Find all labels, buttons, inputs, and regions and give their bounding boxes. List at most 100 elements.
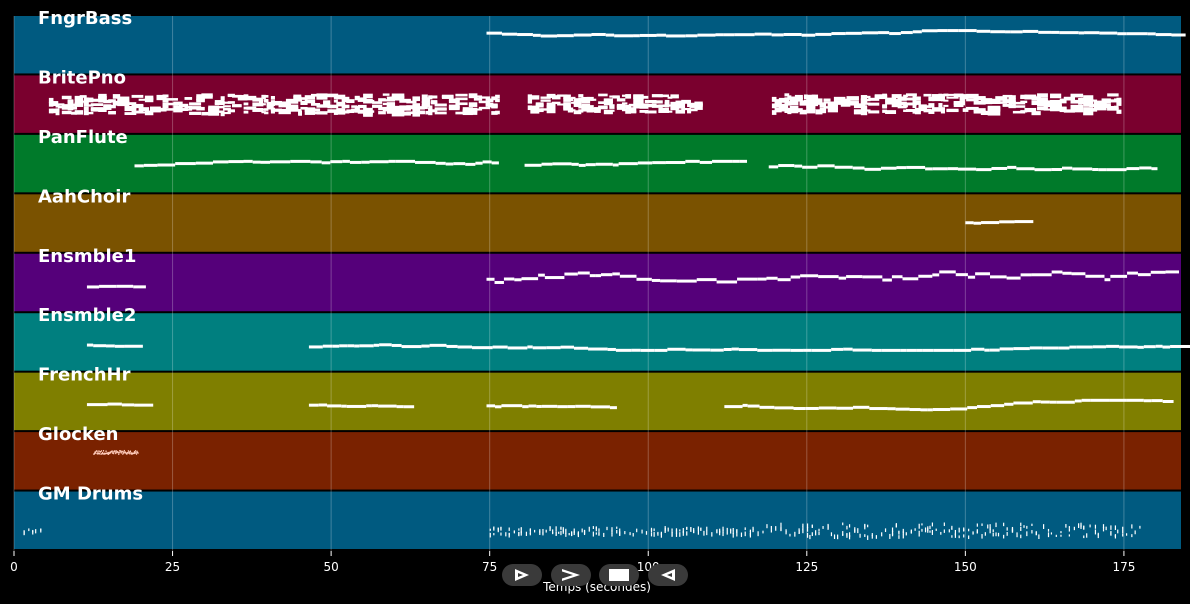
note xyxy=(501,404,523,408)
note xyxy=(1085,274,1105,278)
note xyxy=(922,348,934,352)
note xyxy=(790,348,804,352)
note xyxy=(252,97,264,102)
note xyxy=(1083,102,1094,107)
note xyxy=(1060,534,1062,537)
note xyxy=(86,111,94,115)
note xyxy=(905,93,917,97)
note xyxy=(457,345,473,349)
note xyxy=(97,451,99,454)
note xyxy=(266,103,274,108)
note xyxy=(905,109,917,112)
note xyxy=(261,103,266,106)
note xyxy=(406,105,417,108)
note xyxy=(573,33,592,37)
note xyxy=(106,344,115,348)
note xyxy=(1043,108,1055,111)
note xyxy=(189,111,202,115)
note xyxy=(687,108,692,113)
note xyxy=(615,348,632,352)
note xyxy=(987,98,1001,104)
note xyxy=(551,97,561,100)
note xyxy=(1031,523,1033,527)
note xyxy=(61,110,72,115)
note xyxy=(359,344,374,348)
note xyxy=(368,100,375,103)
note xyxy=(690,527,692,532)
note xyxy=(323,100,331,104)
note xyxy=(485,106,490,109)
note xyxy=(468,93,478,98)
note xyxy=(1102,526,1105,530)
note xyxy=(918,523,920,529)
note xyxy=(214,100,225,103)
note xyxy=(798,528,800,533)
note xyxy=(827,101,838,107)
note xyxy=(133,451,136,453)
note xyxy=(1049,400,1057,404)
note xyxy=(55,104,60,108)
note xyxy=(903,104,908,108)
note xyxy=(616,103,626,108)
note xyxy=(976,168,992,172)
note xyxy=(1047,532,1050,538)
note xyxy=(270,107,275,112)
note xyxy=(252,108,264,112)
note xyxy=(103,99,112,104)
note xyxy=(112,94,121,99)
note xyxy=(629,532,631,536)
note xyxy=(1059,106,1067,112)
note xyxy=(621,108,628,112)
note xyxy=(757,277,767,281)
note xyxy=(149,109,161,113)
note xyxy=(845,31,862,35)
note xyxy=(806,532,809,538)
note xyxy=(897,96,907,100)
note xyxy=(943,104,949,107)
note xyxy=(1031,111,1041,116)
note xyxy=(598,531,600,536)
note xyxy=(541,162,553,166)
play-button[interactable] xyxy=(502,564,542,586)
note xyxy=(336,108,346,113)
note xyxy=(929,525,931,530)
note xyxy=(973,101,986,105)
note xyxy=(749,529,752,532)
note xyxy=(220,96,225,101)
note xyxy=(631,348,641,352)
note xyxy=(184,97,193,100)
rewind-button[interactable] xyxy=(648,564,688,586)
note xyxy=(252,160,261,164)
forward-button[interactable] xyxy=(551,564,591,586)
note xyxy=(1092,345,1107,349)
note xyxy=(716,529,718,534)
note xyxy=(478,106,491,110)
note xyxy=(598,101,608,104)
note xyxy=(555,526,557,532)
note xyxy=(736,529,738,533)
note xyxy=(726,532,728,535)
note xyxy=(1104,278,1111,282)
note xyxy=(995,101,1008,104)
note xyxy=(966,98,979,102)
note xyxy=(1131,534,1133,538)
note xyxy=(428,111,433,116)
note xyxy=(819,102,827,107)
note xyxy=(963,528,965,532)
note xyxy=(815,532,817,536)
note xyxy=(243,106,249,110)
note xyxy=(959,97,965,101)
note xyxy=(1162,400,1174,404)
note xyxy=(212,160,229,164)
note xyxy=(900,31,913,35)
note xyxy=(694,101,703,105)
note xyxy=(327,104,339,109)
note xyxy=(35,529,37,534)
note xyxy=(609,95,615,98)
stop-button[interactable] xyxy=(599,564,639,586)
note xyxy=(485,98,490,101)
note xyxy=(614,34,634,38)
note xyxy=(1110,525,1112,530)
note xyxy=(581,103,591,109)
note xyxy=(594,110,601,113)
